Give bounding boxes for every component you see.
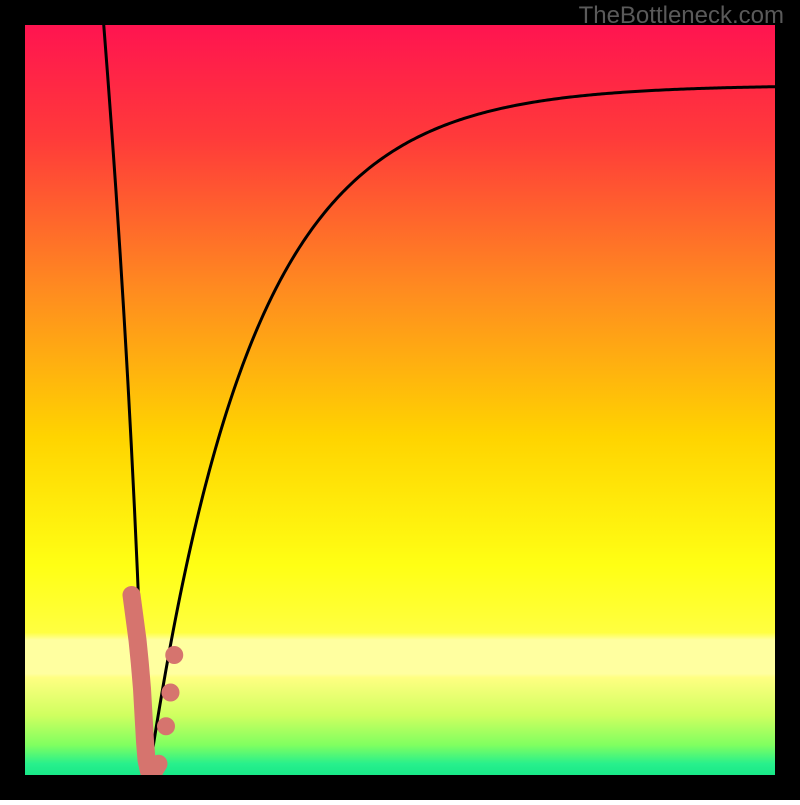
highlight-dot [165,646,183,664]
watermark-text: TheBottleneck.com [579,2,784,30]
chart-svg [0,0,800,800]
chart-frame [0,0,800,800]
highlight-dot [157,717,175,735]
highlight-dot [162,684,180,702]
